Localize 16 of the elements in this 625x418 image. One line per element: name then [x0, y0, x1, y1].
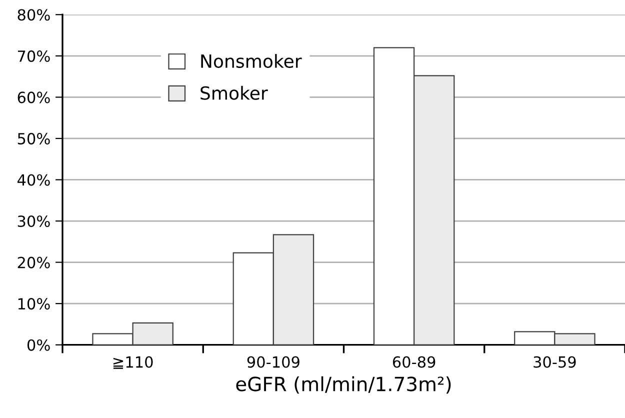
x-tick-label: 90-109: [247, 356, 300, 368]
y-tick-label: 0%: [27, 339, 50, 351]
x-tick-label: 30-59: [534, 356, 576, 368]
x-tick-label: 60-89: [392, 356, 436, 368]
x-tick-label: ≧110: [113, 356, 153, 369]
y-tick-label: 20%: [18, 256, 50, 268]
y-tick-label: 60%: [18, 92, 50, 104]
y-tick-label: 40%: [17, 174, 50, 186]
y-tick-label: 30%: [18, 215, 50, 228]
y-tick-label: 80%: [18, 9, 50, 21]
y-tick-label: 10%: [18, 298, 50, 310]
y-tick-label: 70%: [18, 50, 50, 62]
x-axis-title: eGFR (ml/min/1.73m²): [236, 376, 451, 394]
legend-label: Smoker: [200, 86, 268, 100]
y-tick-label: 50%: [18, 132, 50, 144]
legend-label: Nonsmoker: [201, 54, 302, 68]
